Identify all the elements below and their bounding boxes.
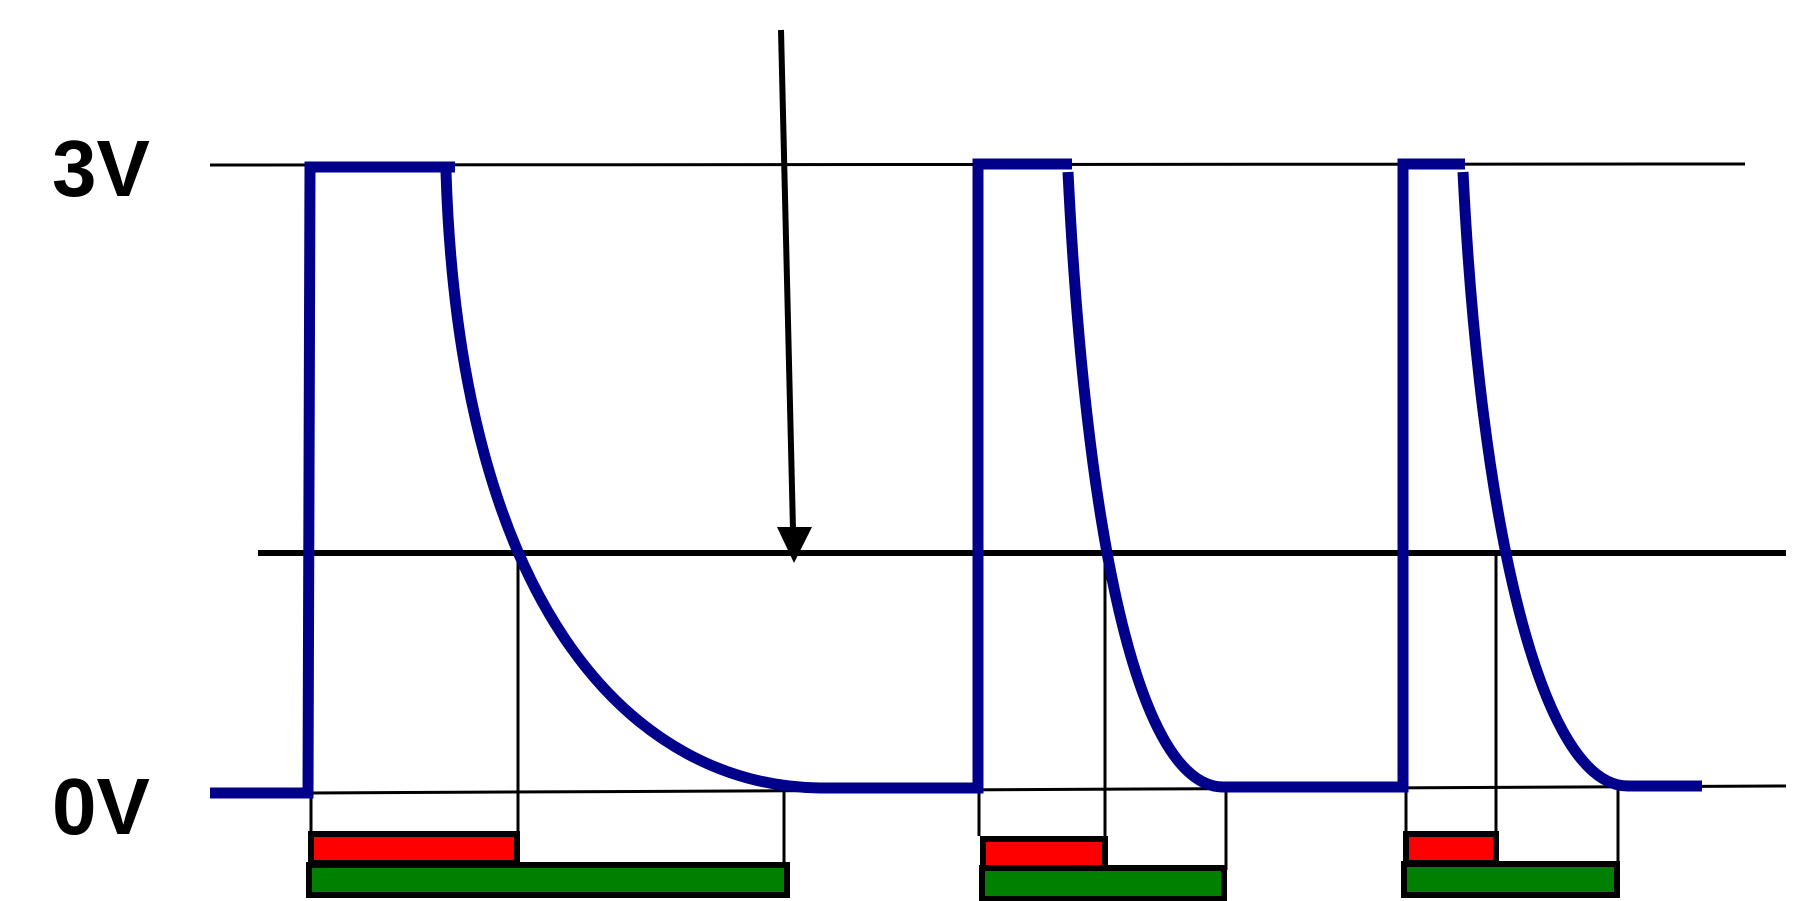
long-bar-1 xyxy=(306,862,790,898)
long-bar-2 xyxy=(979,865,1227,901)
line-0v xyxy=(309,784,1787,795)
arrow-shaft xyxy=(778,29,796,531)
long-bar-3 xyxy=(1401,861,1620,898)
timing-lines xyxy=(309,553,1620,870)
label-0v: 0V xyxy=(52,762,150,851)
signal-waveform xyxy=(210,158,1702,799)
short-bar-1 xyxy=(308,831,520,866)
label-3v: 3V xyxy=(52,124,150,213)
short-bar-3 xyxy=(1403,831,1499,866)
arrow-head xyxy=(777,527,812,563)
short-bar-2 xyxy=(980,836,1108,871)
